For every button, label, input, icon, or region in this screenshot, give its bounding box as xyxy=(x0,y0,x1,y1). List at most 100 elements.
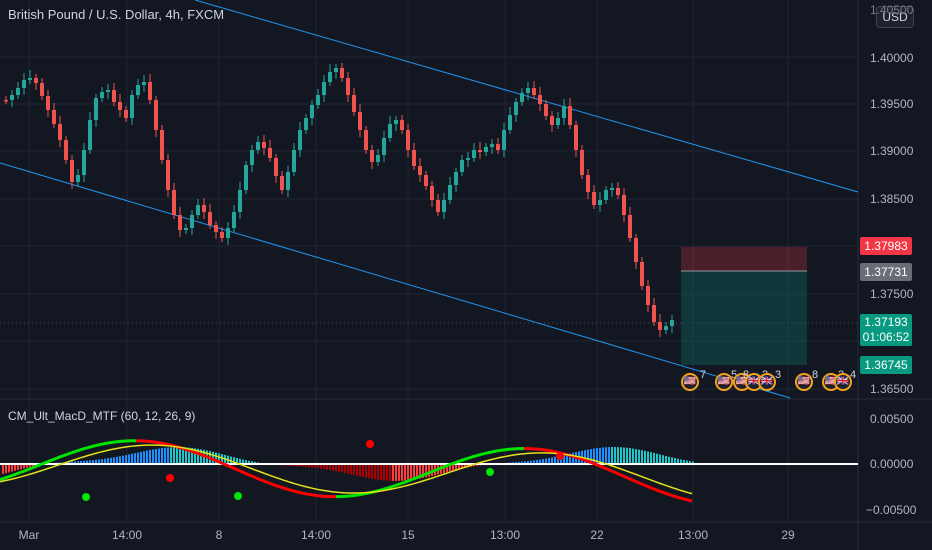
bear-candle xyxy=(418,166,422,175)
bear-candle xyxy=(346,78,350,95)
macd-line-segment xyxy=(99,442,105,447)
currency-button[interactable]: USD xyxy=(876,6,914,28)
symbol-title[interactable]: British Pound / U.S. Dollar, 4h, FXCM xyxy=(8,7,225,22)
macd-histogram-bar xyxy=(239,458,241,464)
bear-candle xyxy=(214,225,218,232)
macd-histogram-bar xyxy=(647,451,649,464)
bull-candle xyxy=(514,102,518,115)
bull-candle xyxy=(286,172,290,190)
macd-histogram-bar xyxy=(356,464,358,476)
indicator-title[interactable]: CM_Ult_MacD_MTF (60, 12, 26, 9) xyxy=(8,409,196,423)
uk-flag-event-icon[interactable]: 🇬🇧 xyxy=(758,373,776,391)
macd-histogram-bar xyxy=(428,464,430,477)
macd-histogram-bar xyxy=(350,464,352,475)
macd-histogram-bar xyxy=(233,457,235,464)
bull-candle xyxy=(94,98,98,120)
event-count: 7 xyxy=(700,369,707,381)
macd-histogram-bar xyxy=(392,464,394,481)
stop-loss-price-tag[interactable]: 1.37983 xyxy=(860,237,912,255)
event-count: 3 xyxy=(775,369,782,381)
macd-line-segment xyxy=(623,474,629,480)
bull-candle xyxy=(256,142,260,150)
macd-histogram-bar xyxy=(368,464,370,479)
macd-histogram-bar xyxy=(602,447,604,464)
bull-candle xyxy=(190,215,194,228)
macd-histogram-bar xyxy=(599,447,601,464)
bull-candle xyxy=(556,118,560,125)
entry-price-tag[interactable]: 1.37731 xyxy=(860,263,912,281)
bull-candle xyxy=(562,106,566,118)
time-label: 22 xyxy=(590,528,604,542)
macd-histogram-bar xyxy=(683,459,685,464)
macd-histogram-bar xyxy=(632,448,634,464)
price-label: 1.39500 xyxy=(870,97,914,111)
channel-upper-line xyxy=(194,0,859,193)
macd-histogram-bar xyxy=(401,464,403,481)
bear-candle xyxy=(532,88,536,95)
bull-candle xyxy=(328,72,332,82)
macd-histogram-bar xyxy=(371,464,373,479)
macd-histogram-bar xyxy=(104,458,106,464)
current-price-tag[interactable]: 1.37193 01:06:52 xyxy=(860,314,912,346)
macd-line-segment xyxy=(655,488,661,493)
macd-histogram-bar xyxy=(71,461,73,464)
macd-line-segment xyxy=(291,489,297,494)
interval-label: 4h xyxy=(165,7,180,22)
macd-histogram-bar xyxy=(101,459,103,464)
macd-line-segment xyxy=(183,447,189,452)
macd-line-segment xyxy=(211,457,217,462)
bull-candle xyxy=(88,120,92,150)
macd-line-segment xyxy=(239,469,245,475)
bear-candle xyxy=(124,110,128,118)
bear-candle xyxy=(268,148,272,158)
macd-line-segment xyxy=(459,458,465,463)
bear-candle xyxy=(538,95,542,104)
macd-line-segment xyxy=(0,476,5,482)
macd-histogram-bar xyxy=(605,447,607,464)
macd-histogram-bar xyxy=(170,447,172,464)
macd-line-segment xyxy=(111,440,117,444)
macd-histogram-bar xyxy=(119,456,121,464)
macd-histogram-bar xyxy=(332,464,334,471)
macd-histogram-bar xyxy=(398,464,400,481)
us-flag-event-icon[interactable]: 🇺🇸 xyxy=(681,373,699,391)
bull-candle xyxy=(196,205,200,215)
bull-candle xyxy=(250,150,254,165)
macd-histogram-bar xyxy=(308,464,310,468)
bear-candle xyxy=(544,104,548,116)
macd-line-segment xyxy=(167,443,173,447)
bear-candle xyxy=(436,200,440,212)
macd-histogram-bar xyxy=(188,447,190,464)
bear-candle xyxy=(616,188,620,195)
macd-histogram-bar xyxy=(341,464,343,473)
bull-candle xyxy=(10,95,14,100)
macd-histogram-bar xyxy=(77,461,79,464)
bear-candle xyxy=(40,83,44,96)
macd-histogram-bar xyxy=(671,457,673,464)
uk-flag-event-icon[interactable]: 🇬🇧 xyxy=(834,373,852,391)
bear-candle xyxy=(370,150,374,162)
macd-line-segment xyxy=(491,449,497,454)
macd-histogram-bar xyxy=(584,450,586,464)
macd-histogram-bar xyxy=(26,464,28,468)
us-flag-event-icon[interactable]: 🇺🇸 xyxy=(795,373,813,391)
macd-line-segment xyxy=(3,475,9,480)
macd-line-segment xyxy=(203,454,209,459)
macd-histogram-bar xyxy=(422,464,424,478)
bear-candle xyxy=(58,124,62,140)
macd-histogram-bar xyxy=(677,458,679,464)
macd-cross-dot xyxy=(366,440,374,448)
macd-histogram-bar xyxy=(317,464,319,469)
bull-candle xyxy=(376,155,380,162)
macd-histogram-bar xyxy=(173,447,175,464)
price-label-top: 1.40500 xyxy=(870,3,914,17)
macd-line-segment xyxy=(223,462,229,468)
macd-histogram-bar xyxy=(74,461,76,464)
take-profit-price-tag[interactable]: 1.36745 xyxy=(860,356,912,374)
event-count: 8 xyxy=(743,369,750,381)
us-flag-event-icon[interactable]: 🇺🇸 xyxy=(715,373,733,391)
macd-line-segment xyxy=(591,461,597,466)
macd-histogram-bar xyxy=(20,464,22,470)
macd-line-segment xyxy=(543,448,549,452)
